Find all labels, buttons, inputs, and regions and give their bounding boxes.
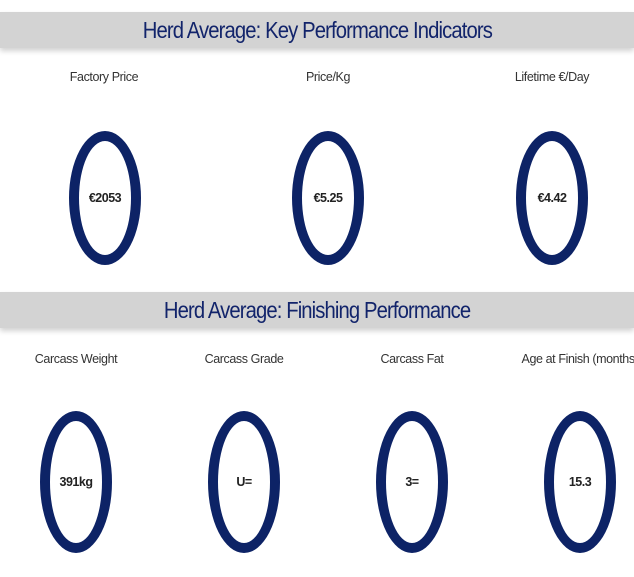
kpi-label-carcass-fat: Carcass Fat [380, 352, 444, 366]
section-title-kpis: Herd Average: Key Performance Indicators [142, 16, 492, 43]
section-header-finishing: Herd Average: Finishing Performance [0, 292, 634, 328]
kpi-card-age-at-finish: Age at Finish (months) 15.3 [510, 352, 634, 553]
kpi-label-carcass-weight: Carcass Weight [34, 352, 118, 366]
kpi-value-carcass-grade: U= [236, 475, 252, 489]
kpi-value-age-at-finish: 15.3 [568, 475, 592, 489]
kpi-value-carcass-fat: 3= [405, 475, 419, 489]
kpi-card-carcass-weight: Carcass Weight 391kg [6, 352, 146, 553]
kpi-ring-carcass-weight: 391kg [40, 411, 112, 553]
kpi-card-carcass-fat: Carcass Fat 3= [342, 352, 482, 553]
kpi-ring-price-per-kg: €5.25 [292, 131, 364, 265]
kpi-label-lifetime-per-day: Lifetime €/Day [514, 70, 590, 84]
kpi-value-factory-price: €2053 [88, 191, 122, 205]
section-header-kpis: Herd Average: Key Performance Indicators [0, 12, 634, 48]
kpi-ring-factory-price: €2053 [69, 131, 141, 265]
kpi-value-carcass-weight: 391kg [59, 475, 93, 489]
kpi-ring-lifetime-per-day: €4.42 [516, 131, 588, 265]
kpi-card-carcass-grade: Carcass Grade U= [174, 352, 314, 553]
kpi-label-price-per-kg: Price/Kg [305, 70, 351, 84]
kpi-card-lifetime-per-day: Lifetime €/Day €4.42 [482, 70, 622, 270]
section-title-finishing: Herd Average: Finishing Performance [163, 296, 471, 323]
kpi-ring-carcass-grade: U= [208, 411, 280, 553]
kpi-value-lifetime-per-day: €4.42 [537, 191, 567, 205]
kpi-ring-age-at-finish: 15.3 [544, 411, 616, 553]
kpi-label-factory-price: Factory Price [69, 70, 139, 84]
kpi-ring-carcass-fat: 3= [376, 411, 448, 553]
kpi-card-price-per-kg: Price/Kg €5.25 [258, 70, 398, 270]
kpi-label-carcass-grade: Carcass Grade [204, 352, 284, 366]
kpi-card-factory-price: Factory Price €2053 [34, 70, 174, 270]
kpi-label-age-at-finish: Age at Finish (months) [521, 352, 634, 366]
kpi-value-price-per-kg: €5.25 [313, 191, 343, 205]
